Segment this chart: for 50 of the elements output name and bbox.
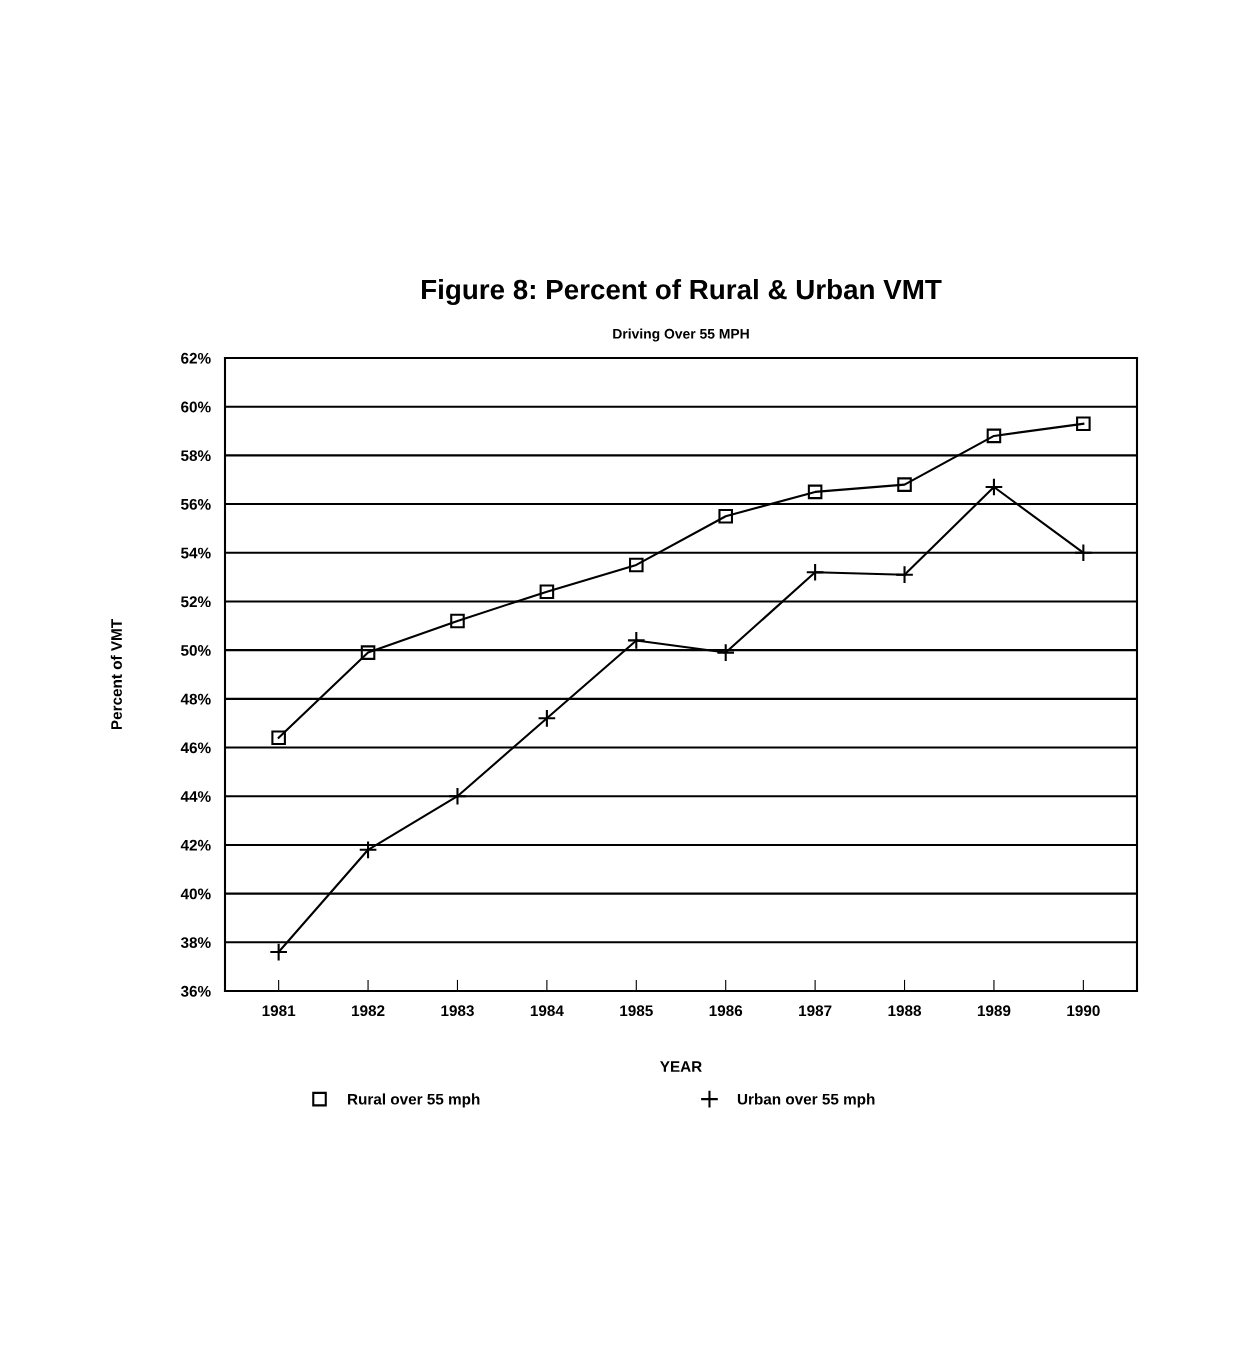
y-tick-label: 56%	[181, 498, 211, 510]
point	[539, 584, 555, 600]
point	[807, 484, 823, 500]
y-tick-label: 42%	[180, 839, 211, 851]
point	[805, 562, 825, 582]
y-tick-label: 50%	[181, 645, 211, 656]
x-tick-label: 1981	[262, 1005, 296, 1017]
x-tick-label: 1983	[441, 1005, 474, 1017]
point	[986, 428, 1002, 444]
x-tick-label: 1990	[1067, 1005, 1100, 1017]
y-tick-label: 60%	[181, 401, 211, 413]
y-tick-label: 36%	[180, 985, 211, 997]
y-tick-label: 54%	[181, 547, 211, 559]
y-axis-title: Percent of VMT	[110, 619, 122, 730]
y-tick-label: 62%	[181, 352, 211, 364]
chart-subtitle: Driving Over 55 MPH	[613, 328, 749, 342]
point	[448, 786, 467, 806]
point	[271, 730, 286, 746]
point	[984, 477, 1004, 497]
point	[537, 708, 557, 728]
legend-label: Rural over 55 mph	[348, 1093, 480, 1108]
point	[626, 631, 646, 650]
y-tick-label: 38%	[180, 937, 211, 949]
point	[358, 840, 378, 860]
y-tick-label: 48%	[180, 693, 211, 705]
y-tick-label: 58%	[181, 450, 211, 462]
point	[718, 508, 733, 524]
x-tick-label: 1982	[352, 1005, 385, 1017]
point	[450, 613, 465, 629]
x-tick-label: 1987	[799, 1005, 832, 1017]
chart-title: Figure 8: Percent of Rural & Urban VMT	[422, 278, 942, 306]
x-axis-title: YEAR	[660, 1061, 702, 1072]
x-tick-label: 1985	[620, 1005, 653, 1017]
y-tick-label: 40%	[180, 888, 211, 900]
point	[895, 565, 914, 585]
y-tick-label: 46%	[180, 742, 211, 754]
point	[716, 643, 736, 662]
point	[360, 645, 376, 660]
x-tick-label: 1988	[888, 1005, 922, 1017]
x-tick-label: 1989	[977, 1005, 1011, 1017]
point	[1073, 543, 1093, 563]
point	[1076, 416, 1091, 432]
y-tick-label: 44%	[180, 791, 211, 802]
legend-label: Urban over 55 mph	[737, 1093, 875, 1108]
point	[897, 477, 912, 492]
y-tick-label: 52%	[181, 596, 211, 608]
point	[269, 942, 289, 962]
x-tick-label: 1986	[709, 1005, 743, 1017]
point	[629, 557, 644, 573]
x-tick-label: 1984	[530, 1005, 564, 1017]
